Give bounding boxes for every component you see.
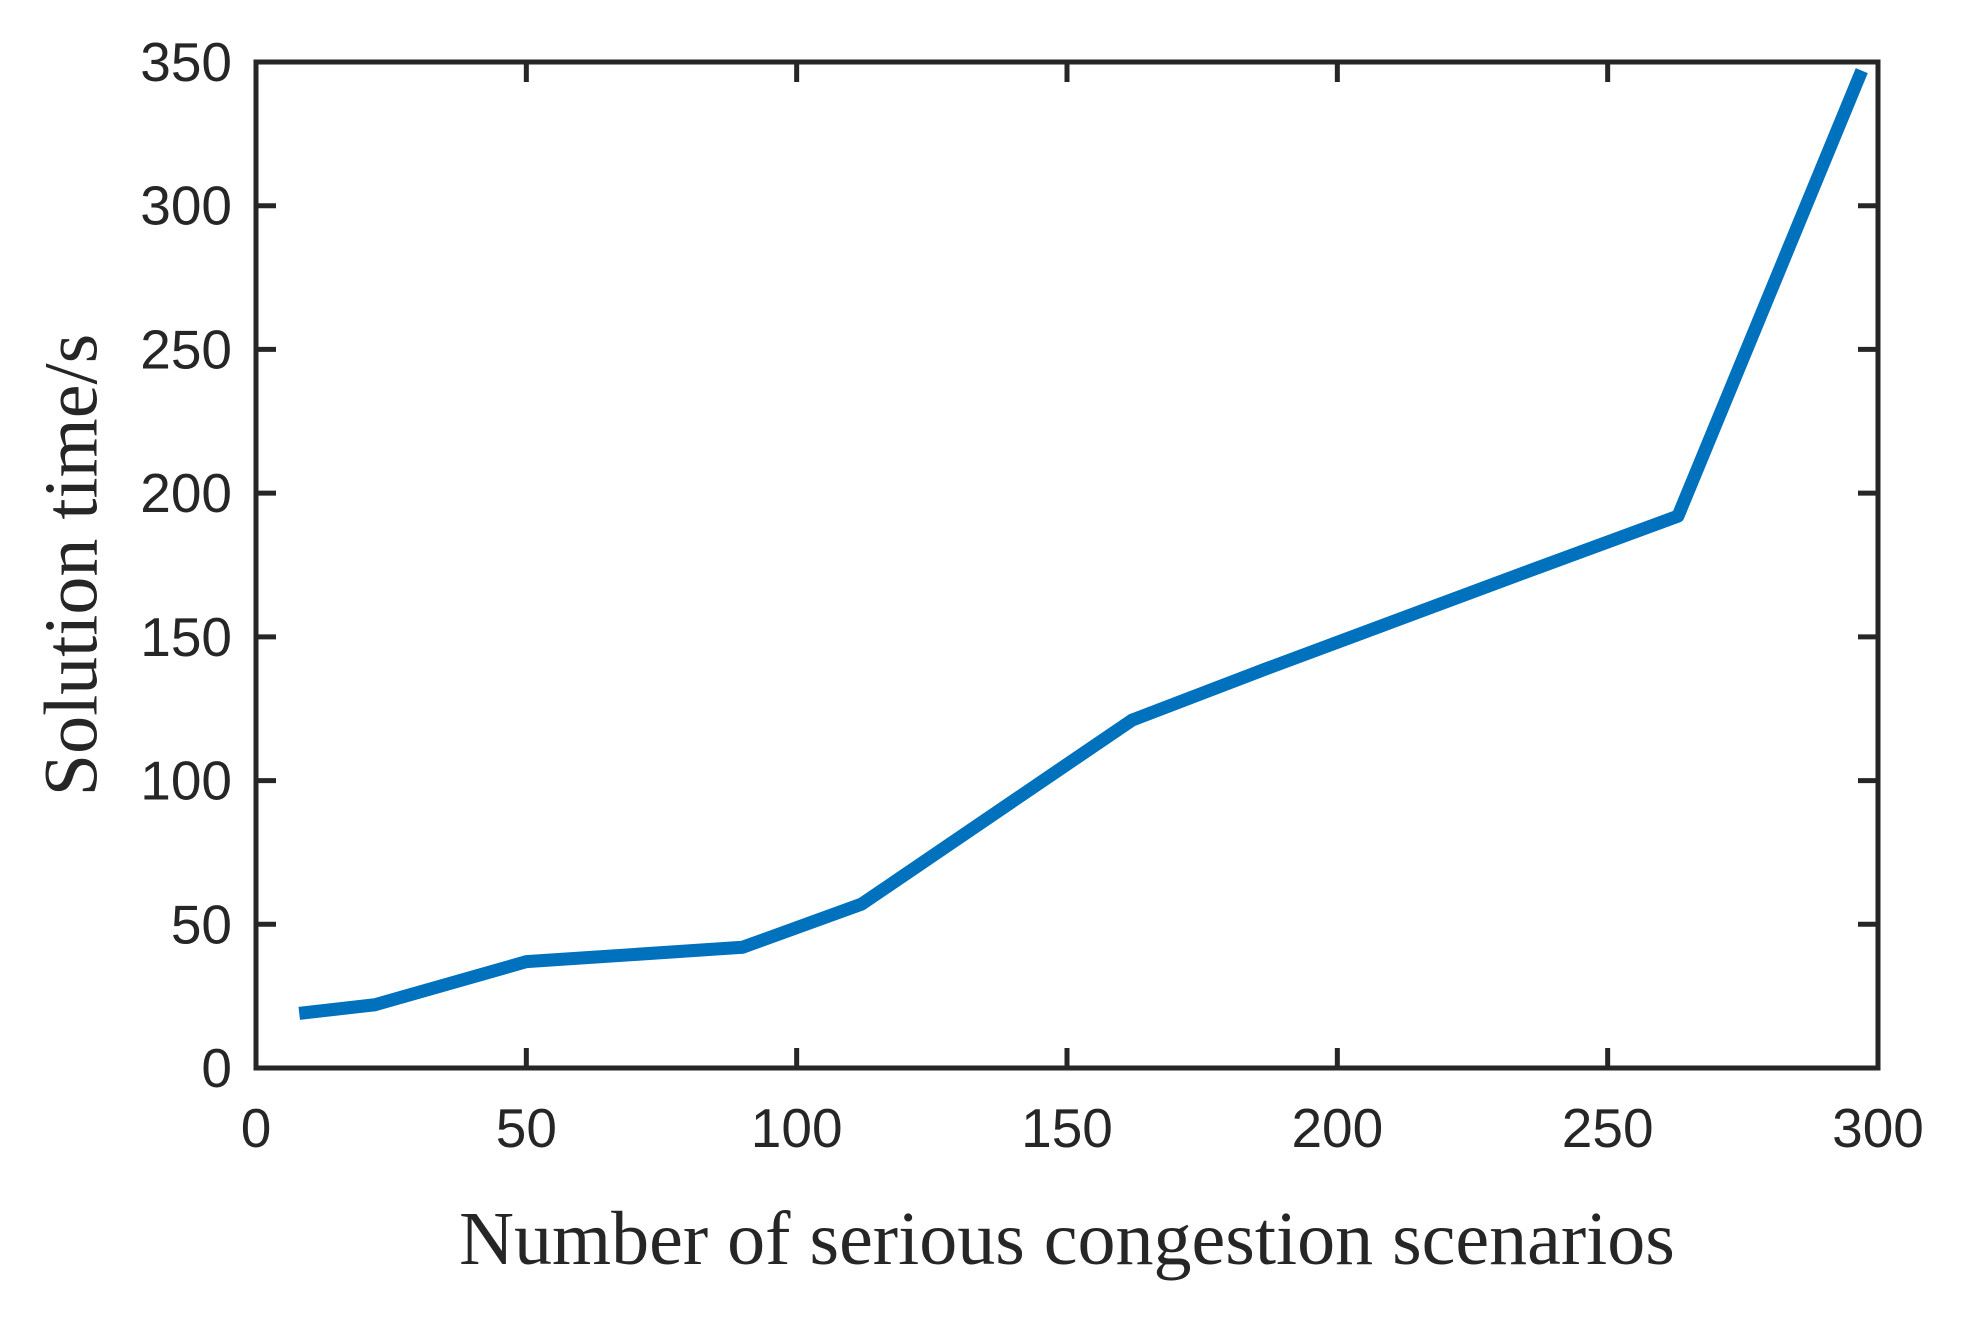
y-tick-label: 150 [140, 606, 232, 668]
x-tick-label: 300 [1832, 1097, 1924, 1159]
series-line-solution-time [298, 68, 1868, 1020]
plot-box [253, 59, 1881, 1071]
y-ticks [256, 59, 1878, 1071]
y-tick-label: 300 [140, 175, 232, 237]
x-ticks [253, 62, 1881, 1068]
x-tick-label: 250 [1562, 1097, 1654, 1159]
x-tick-label: 50 [496, 1097, 557, 1159]
plot-box-group [253, 59, 1881, 1071]
x-axis-title: Number of serious congestion scenarios [459, 1197, 1675, 1281]
x-tick-label: 0 [241, 1097, 272, 1159]
x-tick-label: 200 [1291, 1097, 1383, 1159]
x-tick-labels: 0 50 100 150 200 250 300 [241, 1097, 1924, 1159]
y-tick-label: 200 [140, 462, 232, 524]
x-tick-label: 100 [751, 1097, 843, 1159]
y-tick-label: 100 [140, 750, 232, 812]
y-tick-labels: 0 50 100 150 200 250 300 350 [140, 31, 232, 1099]
y-tick-label: 250 [140, 318, 232, 380]
y-axis-title: Solution time/s [29, 333, 114, 797]
x-tick-label: 150 [1021, 1097, 1113, 1159]
y-tick-label: 350 [140, 31, 232, 93]
y-tick-label: 50 [171, 893, 232, 955]
series-lines [298, 68, 1868, 1020]
y-tick-label: 0 [201, 1037, 232, 1099]
